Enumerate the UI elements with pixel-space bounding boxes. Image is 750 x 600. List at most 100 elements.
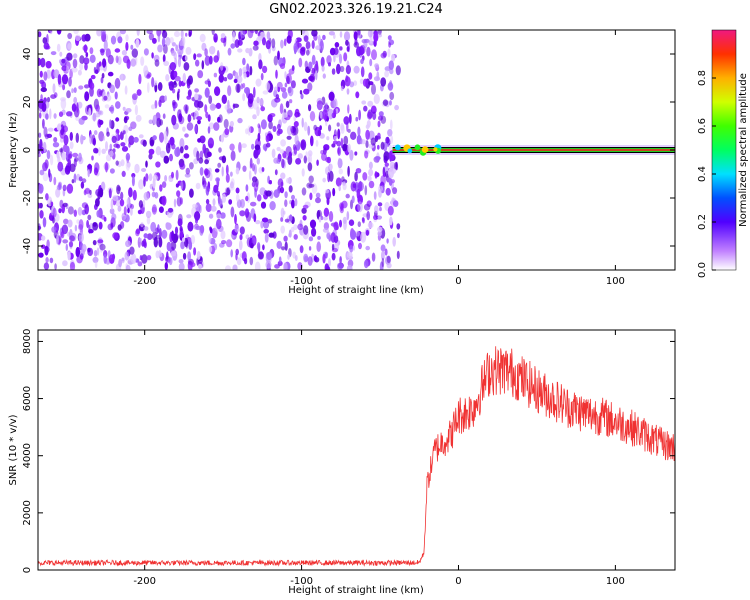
noise-blob — [384, 162, 389, 167]
noise-blob — [120, 73, 124, 81]
noise-blob — [125, 108, 132, 113]
noise-blob — [242, 57, 246, 66]
noise-blob — [360, 66, 365, 78]
noise-blob — [255, 78, 262, 87]
noise-blob — [112, 148, 116, 153]
noise-blob — [46, 96, 51, 103]
noise-blob — [236, 257, 242, 266]
noise-blob — [62, 260, 68, 267]
noise-blob — [162, 113, 166, 119]
noise-blob — [146, 255, 152, 261]
noise-blob — [73, 173, 77, 183]
noise-blob — [240, 83, 244, 90]
noise-blob — [153, 236, 158, 248]
noise-blob — [322, 34, 326, 41]
noise-blob — [165, 222, 172, 230]
noise-blob — [276, 158, 281, 164]
noise-blob — [237, 117, 243, 124]
noise-blob — [38, 252, 44, 258]
noise-blob — [358, 242, 362, 250]
noise-blob — [40, 81, 44, 88]
noise-blob — [227, 85, 232, 97]
noise-blob — [159, 228, 162, 239]
snr-series-line — [38, 346, 675, 567]
noise-blob — [92, 222, 97, 227]
noise-blob — [158, 84, 161, 91]
noise-blob — [286, 35, 292, 44]
noise-blob — [328, 258, 331, 267]
y-tick-label: 4000 — [22, 443, 33, 468]
noise-blob — [121, 146, 129, 152]
noise-blob — [322, 228, 329, 233]
noise-blob — [283, 235, 288, 242]
noise-blob — [179, 40, 183, 47]
noise-blob — [322, 73, 326, 79]
noise-blob — [321, 152, 327, 161]
noise-blob — [294, 198, 298, 207]
noise-blob — [71, 103, 77, 112]
noise-blob — [173, 70, 178, 78]
noise-blob — [279, 103, 284, 114]
noise-blob — [178, 80, 182, 87]
noise-blob — [165, 142, 171, 154]
noise-blob — [205, 111, 209, 119]
noise-blob — [357, 30, 361, 36]
noise-blob — [87, 169, 90, 178]
noise-blob — [333, 221, 339, 231]
noise-blob — [135, 228, 141, 235]
noise-blob — [349, 245, 354, 253]
noise-blob — [140, 222, 144, 228]
noise-blob — [83, 57, 90, 65]
noise-blob — [69, 261, 76, 270]
noise-blob — [396, 223, 401, 230]
noise-blob — [332, 187, 336, 197]
noise-blob — [42, 162, 48, 172]
noise-blob — [199, 167, 204, 176]
noise-blob — [213, 72, 218, 78]
noise-blob — [195, 218, 198, 224]
noise-blob — [186, 95, 192, 100]
noise-blob — [71, 179, 75, 184]
noise-blob — [151, 52, 154, 59]
noise-blob — [151, 204, 157, 215]
noise-blob — [130, 253, 137, 264]
noise-blob — [266, 142, 271, 148]
noise-blob — [281, 158, 285, 169]
noise-blob — [294, 255, 298, 261]
noise-blob — [293, 42, 299, 53]
noise-blob — [73, 158, 77, 168]
noise-blob — [150, 221, 157, 233]
noise-blob — [184, 55, 188, 61]
noise-blob — [260, 201, 267, 209]
noise-blob — [111, 135, 117, 144]
noise-blob — [102, 135, 106, 141]
noise-blob — [185, 167, 190, 175]
noise-blob — [244, 87, 250, 94]
noise-blob — [373, 191, 377, 200]
noise-blob — [221, 166, 224, 177]
noise-blob — [78, 85, 84, 90]
noise-blob — [337, 147, 340, 155]
noise-blob — [308, 236, 314, 242]
noise-blob — [233, 78, 238, 84]
noise-blob — [177, 109, 182, 120]
noise-blob — [93, 250, 98, 257]
noise-blob — [388, 178, 393, 186]
noise-blob — [388, 42, 391, 48]
noise-blob — [238, 68, 243, 77]
noise-blob — [77, 69, 82, 76]
noise-blob — [55, 188, 61, 198]
noise-blob — [171, 42, 176, 47]
noise-blob — [43, 42, 50, 50]
noise-blob — [182, 252, 187, 260]
noise-blob — [178, 259, 184, 264]
noise-blob — [84, 84, 90, 89]
noise-blob — [57, 74, 62, 85]
noise-blob — [357, 126, 361, 137]
noise-blob — [251, 143, 255, 150]
noise-blob — [364, 185, 368, 196]
noise-blob — [137, 261, 143, 267]
noise-blob — [256, 157, 260, 165]
noise-blob — [305, 41, 311, 50]
noise-blob — [293, 121, 299, 128]
